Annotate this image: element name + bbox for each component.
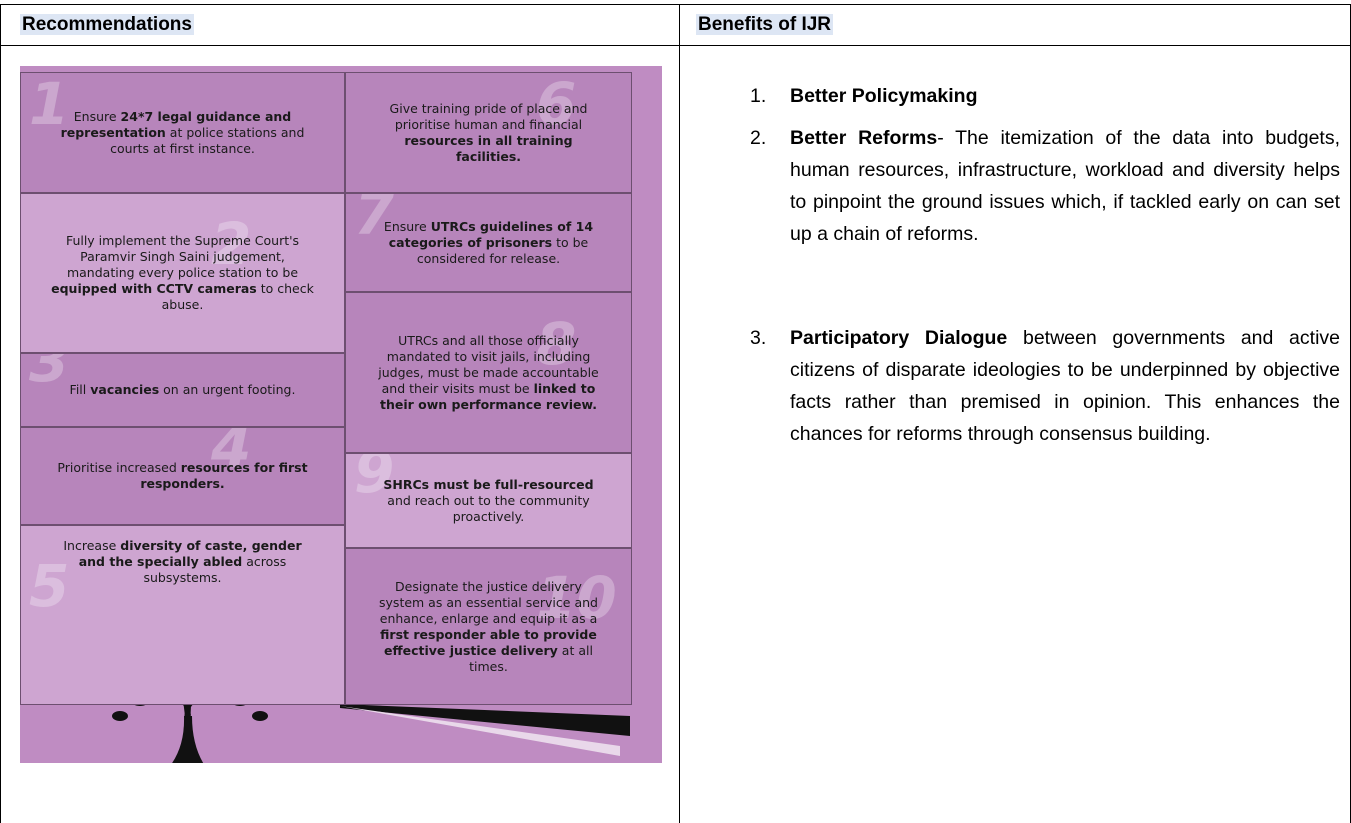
bold-text: diversity of caste, gender and the speci… [78, 538, 302, 569]
bold-text: vacancies [90, 382, 160, 397]
recommendation-text: SHRCs must be full-resourced and reach o… [375, 477, 602, 525]
text: to check abuse. [161, 281, 314, 312]
table-border-left [0, 4, 1, 823]
recommendation-text: Increase diversity of caste, gender and … [50, 538, 315, 586]
header: Benefits of IJR [696, 14, 834, 36]
column-header: Recommendations [20, 14, 194, 35]
text: Increase [63, 538, 121, 553]
bold-text: equipped with CCTV cameras [51, 281, 257, 296]
recommendation-number: 3 [29, 353, 70, 395]
text: at police stations and courts at first i… [110, 124, 305, 156]
benefit-text: Participatory Dialogue between governmen… [790, 322, 1340, 450]
text: UTRCs and all those officially mandated … [378, 332, 599, 396]
list-number: 2. [750, 127, 767, 149]
text: Give training pride of place and priorit… [389, 100, 588, 132]
recommendation-cell: 9 SHRCs must be full-resourced and reach … [345, 453, 632, 548]
bold-text: SHRCs must be full-resourced [383, 476, 594, 492]
recommendation-text: Fully implement the Supreme Court's Para… [50, 233, 315, 313]
header: Recommendations [20, 14, 194, 36]
benefit-text: Better Reforms- The itemization of the d… [790, 122, 1340, 250]
column-header: Benefits of IJR [696, 14, 834, 35]
bold-text: linked to their own performance review. [380, 380, 597, 412]
text: on an urgent footing. [159, 382, 296, 397]
decoration [340, 704, 630, 756]
infographic: 1 Ensure 24*7 legal guidance and represen… [20, 66, 662, 763]
recommendation-cell: 8 UTRCs and all those officially mandated… [345, 292, 632, 453]
list-number: 3. [750, 327, 767, 349]
benefit-title: Participatory Dialogue [790, 327, 1008, 349]
benefit-item: 1. Better Policymaking [750, 80, 1340, 112]
bold-text: resources in all training facilities. [404, 132, 573, 164]
text: across subsystems. [143, 554, 287, 585]
recommendation-cell: 7 Ensure UTRCs guidelines of 14 categorie… [345, 193, 632, 292]
bold-text: 24*7 legal guidance and representation [60, 108, 292, 140]
recommendation-cell: 6 Give training pride of place and priori… [345, 72, 632, 193]
recommendation-cell: 5 Increase diversity of caste, gender and… [20, 525, 345, 705]
recommendation-text: Give training pride of place and priorit… [375, 101, 602, 165]
table-border-mid [679, 4, 680, 823]
text: at all times. [469, 642, 593, 674]
recommendation-text: Ensure UTRCs guidelines of 14 categories… [375, 219, 602, 267]
recommendation-text: Fill vacancies on an urgent footing. [70, 382, 296, 398]
text: Ensure [383, 218, 431, 234]
recommendation-cell: 3 Fill vacancies on an urgent footing. [20, 353, 345, 427]
recommendation-text: UTRCs and all those officially mandated … [375, 333, 602, 413]
list-number: 1. [750, 85, 767, 107]
bold-text: resources for first responders. [140, 460, 308, 491]
benefit-description: between governments and active citizens … [790, 327, 1340, 445]
bold-text: UTRCs guidelines of 14 categories of pri… [388, 218, 594, 250]
text: Ensure [73, 108, 121, 124]
text: Prioritise increased [57, 460, 181, 475]
table-border-top [0, 4, 1351, 5]
recommendation-text: Ensure 24*7 legal guidance and represent… [50, 109, 315, 157]
recommendation-text: Prioritise increased resources for first… [50, 460, 315, 492]
table-border-header [0, 45, 1351, 46]
bold-text: first responder able to provide effectiv… [380, 626, 597, 658]
recommendation-cell: 4 Prioritise increased resources for firs… [20, 427, 345, 525]
text: to be considered for release. [416, 234, 589, 266]
recommendation-cell: 2 Fully implement the Supreme Court's Par… [20, 193, 345, 353]
recommendation-number: 4 [211, 427, 252, 481]
text: Designate the justice delivery system as… [379, 578, 598, 626]
benefit-title: Better Reforms [790, 127, 938, 149]
text: Fill [69, 382, 91, 397]
recommendation-cell: 10 Designate the justice delivery system … [345, 548, 632, 705]
benefit-title: Better Policymaking [790, 85, 978, 107]
benefit-text: Better Policymaking [790, 80, 1340, 112]
text: Fully implement the Supreme Court's Para… [65, 233, 300, 280]
recommendation-cell: 1 Ensure 24*7 legal guidance and represen… [20, 72, 345, 193]
text: and reach out to the community proactive… [387, 492, 590, 524]
benefit-description: - The itemization of the data into budge… [790, 127, 1341, 245]
benefit-item: 3. Participatory Dialogue between governm… [750, 322, 1340, 450]
benefit-item: 2. Better Reforms- The itemization of the… [750, 122, 1340, 250]
recommendation-text: Designate the justice delivery system as… [375, 579, 602, 675]
